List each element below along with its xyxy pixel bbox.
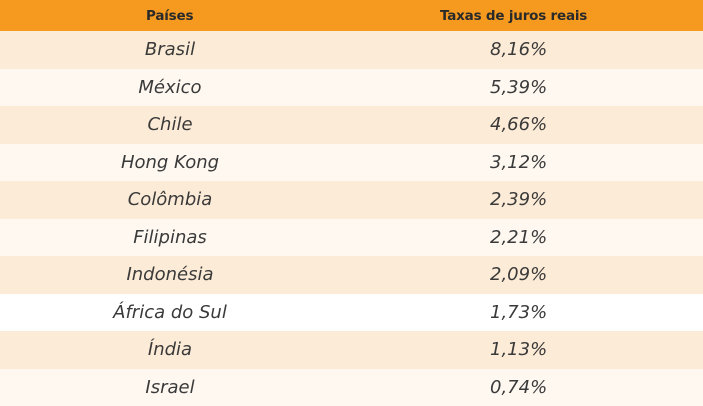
table-row-country: Índia [0,331,340,369]
table-row-rate: 2,09% [340,256,703,294]
table-row-rate: 8,16% [340,31,703,69]
table-row-country: Hong Kong [0,143,340,181]
header-country: Países [0,0,340,31]
table-row-rate: 1,73% [340,293,703,331]
table-row-rate: 4,66% [340,106,703,144]
table-row-rate: 0,74% [340,368,703,406]
table-row-rate: 5,39% [340,68,703,106]
table-row-country: México [0,68,340,106]
header-rate: Taxas de juros reais [340,0,703,31]
table-row-country: Colômbia [0,181,340,219]
table-row-rate: 2,21% [340,218,703,256]
table-row-country: Brasil [0,31,340,69]
table-row-country: África do Sul [0,293,340,331]
table-row-country: Filipinas [0,218,340,256]
table-row-country: Israel [0,368,340,406]
table-row-rate: 1,13% [340,331,703,369]
table-row-rate: 2,39% [340,181,703,219]
table-row-country: Indonésia [0,256,340,294]
table-row-rate: 3,12% [340,143,703,181]
table-row-country: Chile [0,106,340,144]
